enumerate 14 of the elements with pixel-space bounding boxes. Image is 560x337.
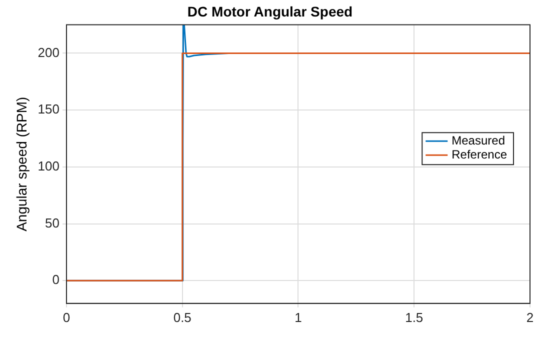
legend-label: Reference (452, 147, 508, 162)
x-tick-label: 1.5 (405, 310, 424, 325)
y-tick-label: 50 (45, 215, 60, 230)
x-tick-label: 0.5 (173, 310, 192, 325)
x-tick-label: 0 (62, 310, 70, 325)
x-tick-label: 2 (526, 310, 534, 325)
y-axis-title: Angular speed (RPM) (13, 96, 30, 232)
y-tick-label: 150 (38, 102, 60, 117)
x-tick-label: 1 (294, 310, 302, 325)
chart-title: DC Motor Angular Speed (187, 3, 353, 20)
y-tick-label: 100 (38, 158, 60, 174)
y-tick-label: 0 (52, 272, 60, 288)
y-tick-label: 200 (38, 44, 60, 60)
legend-label: Measured (452, 133, 506, 148)
